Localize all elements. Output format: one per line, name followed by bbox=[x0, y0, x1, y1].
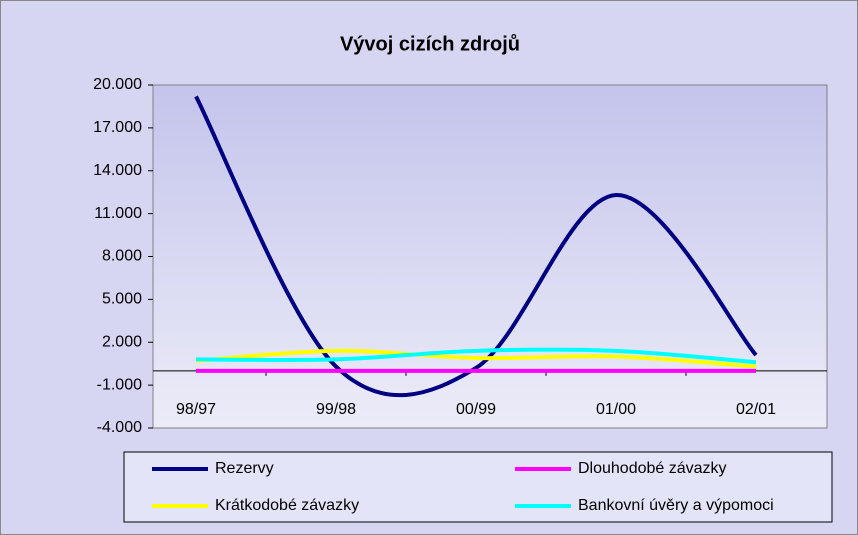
series-line bbox=[194, 95, 758, 398]
series-line bbox=[195, 348, 757, 369]
y-tick-label: 20.000 bbox=[93, 76, 142, 93]
legend bbox=[123, 451, 833, 523]
x-tick-label: 99/98 bbox=[316, 401, 356, 418]
y-tick-label: 8.000 bbox=[102, 248, 142, 265]
legend-label: Dlouhodobé závazky bbox=[578, 460, 727, 477]
legend-label: Bankovní úvěry a výpomoci bbox=[578, 497, 774, 514]
y-tick-label: 5.000 bbox=[102, 291, 142, 308]
x-tick-label: 00/99 bbox=[456, 401, 496, 418]
y-tick-label: 11.000 bbox=[94, 205, 142, 222]
plot-area bbox=[152, 84, 828, 429]
x-tick-label: 98/97 bbox=[176, 401, 216, 418]
y-tick-label: 2.000 bbox=[102, 333, 142, 350]
x-tick-label: 02/01 bbox=[736, 401, 776, 418]
y-tick-label: -1.000 bbox=[97, 376, 142, 393]
series-line bbox=[195, 347, 757, 365]
y-tick-label: -4.000 bbox=[97, 419, 142, 436]
legend-label: Krátkodobé závazky bbox=[215, 497, 359, 514]
chart-title: Vývoj cizích zdrojů bbox=[340, 33, 520, 55]
x-tick-label: 01/00 bbox=[596, 401, 636, 418]
y-tick-label: 17.000 bbox=[93, 119, 142, 136]
y-tick-label: 14.000 bbox=[93, 162, 142, 179]
legend-label: Rezervy bbox=[215, 460, 274, 477]
